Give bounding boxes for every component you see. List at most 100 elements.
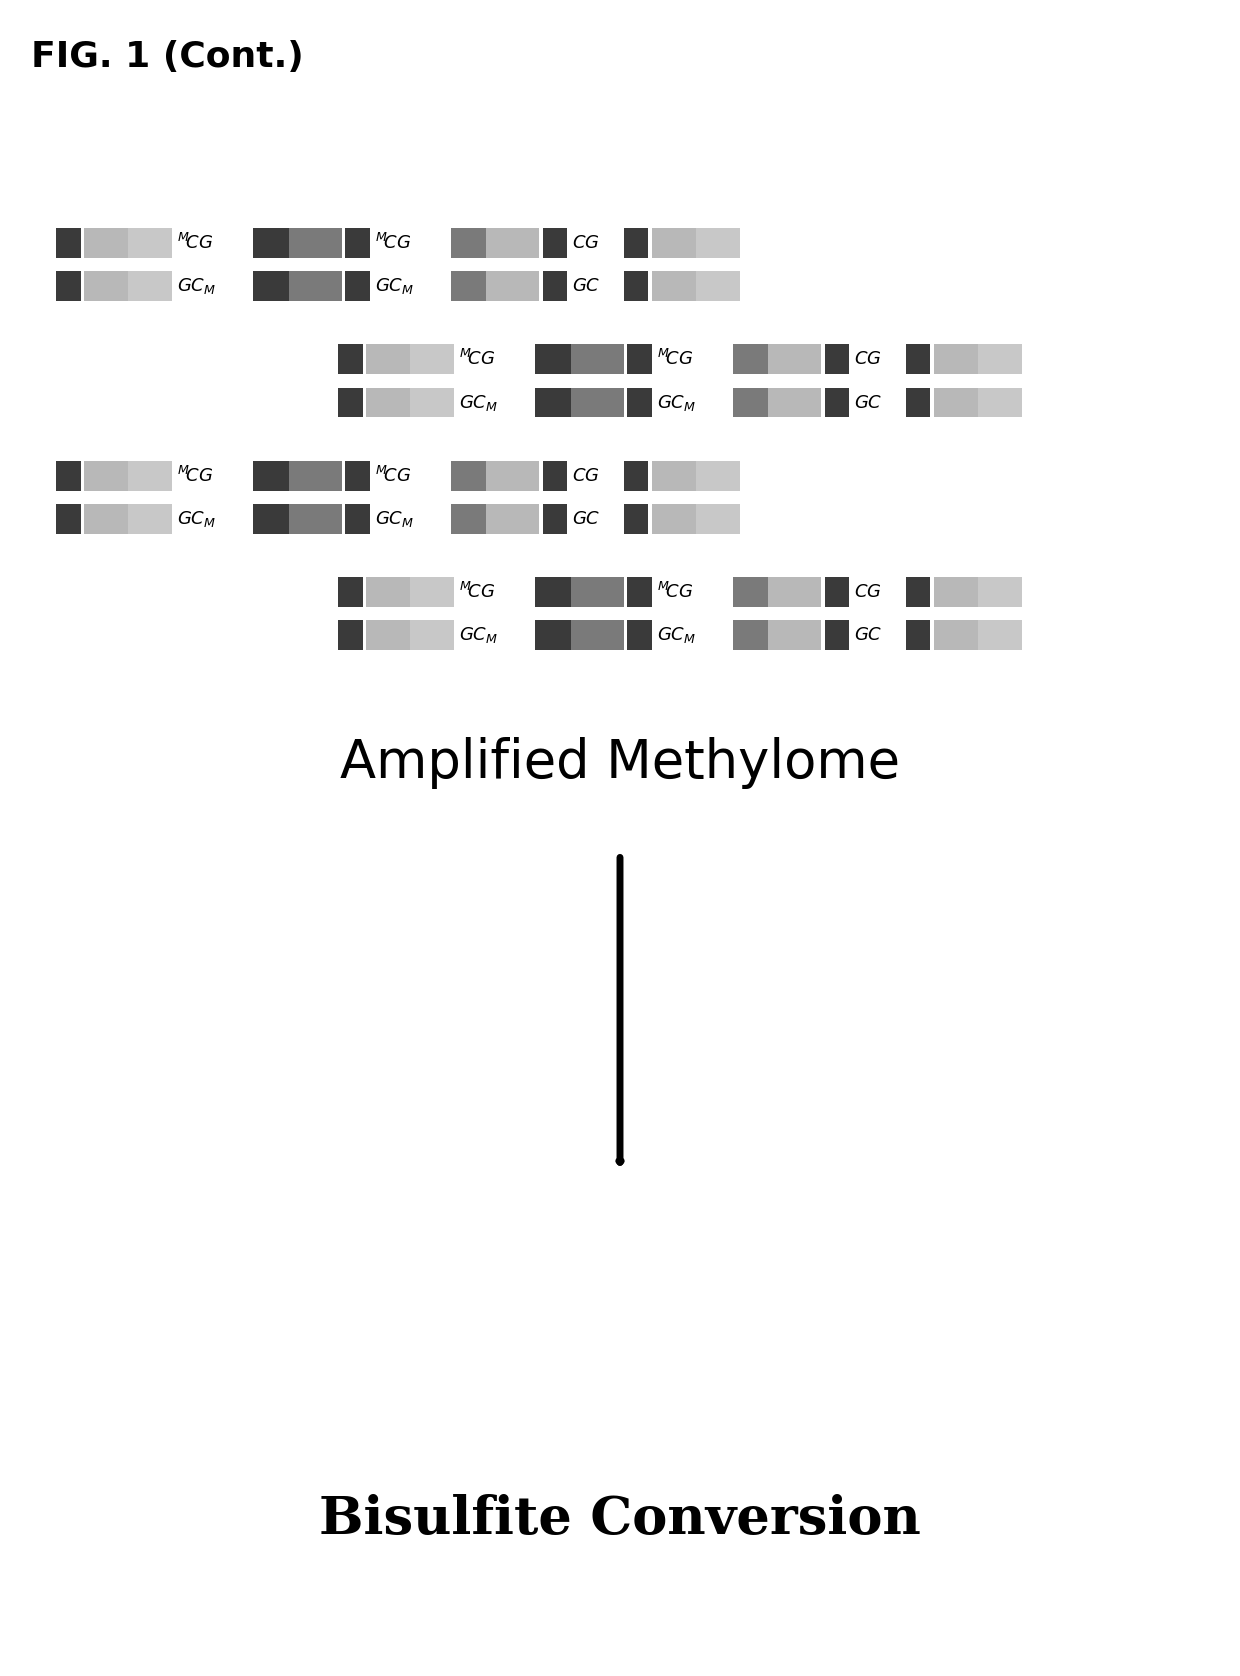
- Bar: [837, 620, 849, 650]
- Bar: [978, 344, 1022, 374]
- Bar: [556, 504, 567, 535]
- Text: $^M\!\mathit{CG}$: $^M\!\mathit{CG}$: [177, 466, 213, 486]
- Bar: [253, 272, 289, 302]
- Text: $\mathit{CG}$: $\mathit{CG}$: [854, 583, 882, 602]
- Bar: [918, 387, 930, 417]
- Text: $\mathit{GC}_M$: $\mathit{GC}_M$: [657, 625, 696, 645]
- Bar: [357, 461, 370, 491]
- Bar: [733, 387, 768, 417]
- Bar: [934, 344, 978, 374]
- Text: $\mathit{GC}_M$: $\mathit{GC}_M$: [177, 510, 217, 530]
- Bar: [905, 387, 918, 417]
- Bar: [627, 620, 640, 650]
- Bar: [978, 577, 1022, 607]
- Bar: [339, 577, 350, 607]
- Bar: [733, 344, 768, 374]
- Bar: [56, 228, 68, 258]
- Bar: [56, 461, 68, 491]
- Bar: [84, 461, 128, 491]
- Bar: [636, 504, 649, 535]
- Bar: [128, 504, 172, 535]
- Text: $^M\!\mathit{CG}$: $^M\!\mathit{CG}$: [459, 349, 496, 369]
- Bar: [837, 344, 849, 374]
- Bar: [978, 387, 1022, 417]
- Bar: [837, 387, 849, 417]
- Bar: [451, 228, 486, 258]
- Bar: [652, 504, 696, 535]
- Text: $\mathit{GC}_M$: $\mathit{GC}_M$: [459, 392, 498, 412]
- Bar: [934, 387, 978, 417]
- Bar: [825, 620, 837, 650]
- Text: $\mathit{CG}$: $\mathit{CG}$: [572, 235, 600, 251]
- Text: FIG. 1 (Cont.): FIG. 1 (Cont.): [31, 40, 304, 74]
- Bar: [696, 228, 740, 258]
- Bar: [346, 228, 357, 258]
- Bar: [56, 504, 68, 535]
- Bar: [253, 504, 289, 535]
- Bar: [556, 272, 567, 302]
- Bar: [918, 620, 930, 650]
- Text: $\mathit{GC}$: $\mathit{GC}$: [572, 277, 600, 295]
- Bar: [84, 272, 128, 302]
- Bar: [768, 577, 821, 607]
- Bar: [350, 387, 362, 417]
- Bar: [636, 228, 649, 258]
- Bar: [768, 344, 821, 374]
- Bar: [543, 504, 556, 535]
- Bar: [652, 461, 696, 491]
- Bar: [346, 461, 357, 491]
- Bar: [451, 504, 486, 535]
- Bar: [128, 272, 172, 302]
- Bar: [624, 272, 636, 302]
- Bar: [366, 387, 410, 417]
- Bar: [825, 577, 837, 607]
- Bar: [350, 344, 362, 374]
- Bar: [357, 228, 370, 258]
- Bar: [570, 344, 624, 374]
- Bar: [636, 272, 649, 302]
- Bar: [350, 577, 362, 607]
- Text: $\mathit{GC}$: $\mathit{GC}$: [572, 510, 600, 528]
- Bar: [570, 387, 624, 417]
- Bar: [934, 620, 978, 650]
- Bar: [624, 461, 636, 491]
- Text: $\mathit{GC}$: $\mathit{GC}$: [854, 394, 883, 412]
- Bar: [536, 620, 570, 650]
- Bar: [556, 461, 567, 491]
- Bar: [905, 620, 918, 650]
- Bar: [627, 344, 640, 374]
- Bar: [733, 577, 768, 607]
- Text: $^M\!\mathit{CG}$: $^M\!\mathit{CG}$: [374, 466, 410, 486]
- Bar: [640, 620, 652, 650]
- Bar: [486, 504, 539, 535]
- Text: $\mathit{GC}_M$: $\mathit{GC}_M$: [459, 625, 498, 645]
- Bar: [128, 228, 172, 258]
- Bar: [918, 577, 930, 607]
- Bar: [451, 461, 486, 491]
- Bar: [410, 577, 455, 607]
- Bar: [339, 344, 350, 374]
- Bar: [410, 387, 455, 417]
- Text: $\mathit{GC}$: $\mathit{GC}$: [854, 627, 883, 644]
- Bar: [570, 620, 624, 650]
- Bar: [627, 387, 640, 417]
- Bar: [253, 461, 289, 491]
- Bar: [636, 461, 649, 491]
- Text: $^M\!\mathit{CG}$: $^M\!\mathit{CG}$: [374, 233, 410, 253]
- Text: $^M\!\mathit{CG}$: $^M\!\mathit{CG}$: [177, 233, 213, 253]
- Bar: [624, 228, 636, 258]
- Bar: [357, 504, 370, 535]
- Bar: [640, 344, 652, 374]
- Bar: [543, 272, 556, 302]
- Bar: [543, 461, 556, 491]
- Bar: [346, 272, 357, 302]
- Text: $\mathit{GC}_M$: $\mathit{GC}_M$: [657, 392, 696, 412]
- Bar: [68, 461, 81, 491]
- Bar: [68, 228, 81, 258]
- Text: $\mathit{GC}_M$: $\mathit{GC}_M$: [374, 277, 414, 297]
- Bar: [640, 577, 652, 607]
- Text: $\mathit{GC}_M$: $\mathit{GC}_M$: [177, 277, 217, 297]
- Bar: [918, 344, 930, 374]
- Bar: [350, 620, 362, 650]
- FancyArrowPatch shape: [619, 858, 621, 1163]
